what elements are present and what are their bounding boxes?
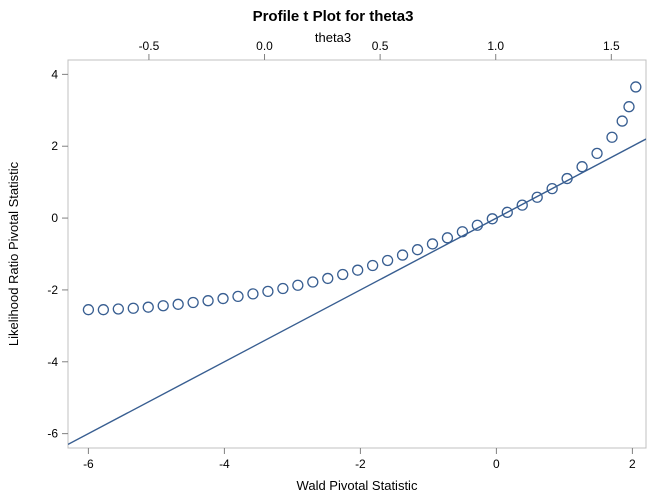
data-point xyxy=(263,286,273,296)
data-point xyxy=(427,239,437,249)
data-point xyxy=(592,148,602,158)
data-point xyxy=(293,280,303,290)
reference-line xyxy=(68,139,646,444)
data-point xyxy=(143,302,153,312)
y-tick-label: -6 xyxy=(47,427,58,441)
data-point xyxy=(398,250,408,260)
data-point xyxy=(203,296,213,306)
data-point xyxy=(173,299,183,309)
data-point xyxy=(413,245,423,255)
plot-area xyxy=(68,60,646,448)
x-tick-label: 0 xyxy=(493,457,500,471)
data-point xyxy=(323,273,333,283)
x-top-tick-label: 1.5 xyxy=(603,39,620,53)
chart-container: Profile t Plot for theta3 theta3 -6-4-20… xyxy=(0,0,666,500)
x-top-tick-label: 0.0 xyxy=(256,39,273,53)
x-tick-label: -6 xyxy=(83,457,94,471)
x-top-tick-label: 1.0 xyxy=(487,39,504,53)
data-point xyxy=(631,82,641,92)
data-point xyxy=(113,304,123,314)
y-tick-label: 0 xyxy=(51,211,58,225)
y-axis-label: Likelihood Ratio Pivotal Statistic xyxy=(6,161,21,346)
data-point xyxy=(233,291,243,301)
y-tick-label: -2 xyxy=(47,283,58,297)
data-point xyxy=(353,265,363,275)
data-point xyxy=(278,283,288,293)
data-point xyxy=(368,260,378,270)
x-top-tick-label: -0.5 xyxy=(139,39,160,53)
x-top-tick-label: 0.5 xyxy=(372,39,389,53)
y-tick-label: -4 xyxy=(47,355,58,369)
data-point xyxy=(308,277,318,287)
data-point xyxy=(577,162,587,172)
x-tick-label: -4 xyxy=(219,457,230,471)
data-point xyxy=(218,294,228,304)
y-tick-label: 4 xyxy=(51,67,58,81)
data-point xyxy=(617,116,627,126)
data-point xyxy=(607,132,617,142)
data-point xyxy=(248,289,258,299)
y-tick-label: 2 xyxy=(51,139,58,153)
data-point xyxy=(383,255,393,265)
data-point xyxy=(188,298,198,308)
x-tick-label: 2 xyxy=(629,457,636,471)
chart-svg: -6 -4 -2 0 2 -6 -4 -2 0 2 4 -0.5 0.0 0.5 1.0 1.5 Wald Pi… xyxy=(0,0,666,500)
x-tick-label: -2 xyxy=(355,457,366,471)
x-axis-label: Wald Pivotal Statistic xyxy=(297,478,418,493)
data-point xyxy=(158,301,168,311)
data-point xyxy=(457,227,467,237)
data-point xyxy=(338,269,348,279)
data-point xyxy=(624,102,634,112)
data-point xyxy=(83,305,93,315)
data-point xyxy=(442,233,452,243)
data-point xyxy=(98,305,108,315)
data-point xyxy=(128,303,138,313)
